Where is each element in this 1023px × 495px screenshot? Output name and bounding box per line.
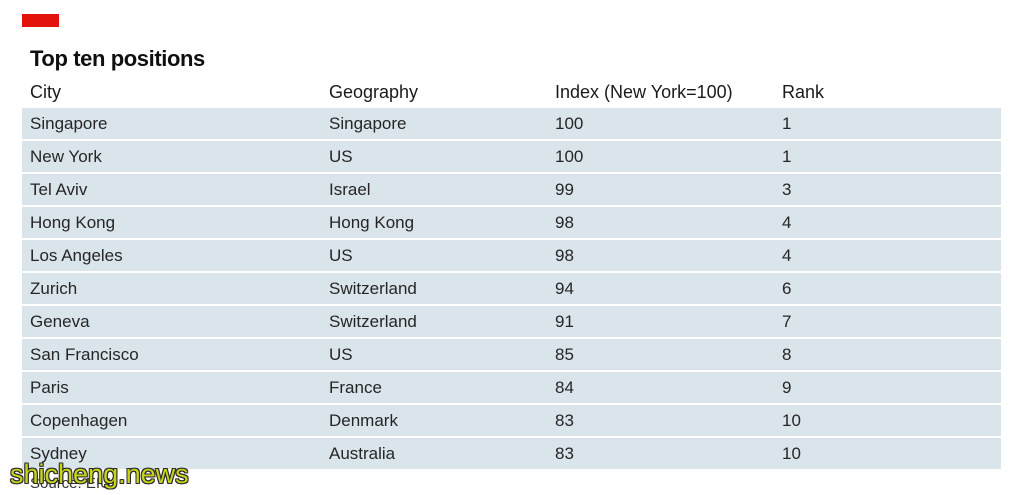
table-title: Top ten positions xyxy=(30,46,205,71)
table-row: Sydney Australia 83 10 xyxy=(22,438,1001,469)
cell-rank: 4 xyxy=(782,246,792,265)
cell-city: Paris xyxy=(30,378,69,397)
cell-rank: 1 xyxy=(782,147,792,166)
source-note: Source: EIU. xyxy=(30,475,116,492)
column-header-city: City xyxy=(30,82,61,102)
cell-index: 99 xyxy=(555,180,574,199)
cell-index: 84 xyxy=(555,378,574,397)
table-row: Los Angeles US 98 4 xyxy=(22,240,1001,271)
cell-rank: 4 xyxy=(782,213,792,232)
cell-city: Geneva xyxy=(30,312,90,331)
table-header: City Geography Index (New York=100) Rank xyxy=(22,80,1001,104)
table-row: Copenhagen Denmark 83 10 xyxy=(22,405,1001,436)
cell-geography: Singapore xyxy=(329,114,407,133)
cell-geography: France xyxy=(329,378,382,397)
cell-city: Los Angeles xyxy=(30,246,123,265)
cell-geography: Switzerland xyxy=(329,312,417,331)
column-header-geography: Geography xyxy=(329,82,419,102)
cell-city: Copenhagen xyxy=(30,411,128,430)
cell-city: New York xyxy=(30,147,102,166)
cell-index: 94 xyxy=(555,279,574,298)
table-row: Tel Aviv Israel 99 3 xyxy=(22,174,1001,205)
table-row: New York US 100 1 xyxy=(22,141,1001,172)
cell-geography: US xyxy=(329,147,353,166)
cell-rank: 1 xyxy=(782,114,792,133)
cell-geography: Denmark xyxy=(329,411,398,430)
cell-city: Singapore xyxy=(30,114,108,133)
table-body: Singapore Singapore 100 1 New York US 100 1 Tel … xyxy=(22,108,1001,471)
cell-geography: Hong Kong xyxy=(329,213,415,232)
cell-city: Sydney xyxy=(30,444,87,463)
table-row: Paris France 84 9 xyxy=(22,372,1001,403)
cell-city: Hong Kong xyxy=(30,213,116,232)
cell-rank: 10 xyxy=(782,411,801,430)
cell-rank: 6 xyxy=(782,279,792,298)
cell-geography: US xyxy=(329,246,353,265)
cell-rank: 8 xyxy=(782,345,792,364)
table-row: San Francisco US 85 8 xyxy=(22,339,1001,370)
watermark: shicheng.news xyxy=(10,459,189,489)
cell-rank: 7 xyxy=(782,312,792,331)
cell-index: 91 xyxy=(555,312,574,331)
cell-geography: US xyxy=(329,345,353,364)
table-row: Zurich Switzerland 94 6 xyxy=(22,273,1001,304)
table-row: Hong Kong Hong Kong 98 4 xyxy=(22,207,1001,238)
cell-city: Tel Aviv xyxy=(30,180,88,199)
cell-index: 83 xyxy=(555,411,574,430)
cell-index: 98 xyxy=(555,246,574,265)
table-row: Geneva Switzerland 91 7 xyxy=(22,306,1001,337)
cell-rank: 10 xyxy=(782,444,801,463)
cell-index: 100 xyxy=(555,147,584,166)
cell-index: 83 xyxy=(555,444,574,463)
accent-bar xyxy=(22,14,59,27)
cell-city: Zurich xyxy=(30,279,78,298)
cell-geography: Switzerland xyxy=(329,279,417,298)
cell-index: 100 xyxy=(555,114,584,133)
cell-geography: Israel xyxy=(329,180,371,199)
cell-index: 98 xyxy=(555,213,574,232)
cell-rank: 3 xyxy=(782,180,792,199)
column-header-index: Index (New York=100) xyxy=(555,82,733,102)
cell-geography: Australia xyxy=(329,444,396,463)
cell-city: San Francisco xyxy=(30,345,139,364)
table-row: Singapore Singapore 100 1 xyxy=(22,108,1001,139)
column-header-rank: Rank xyxy=(782,82,825,102)
cell-rank: 9 xyxy=(782,378,792,397)
cell-index: 85 xyxy=(555,345,574,364)
